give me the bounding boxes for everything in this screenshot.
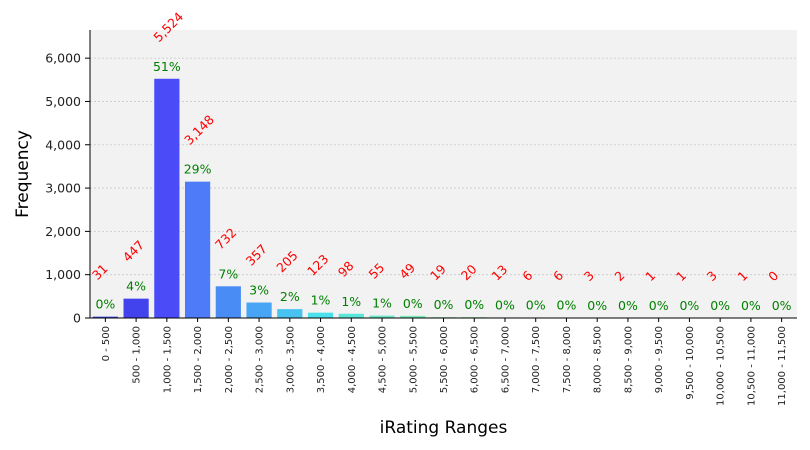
x-tick-label: 9,000 - 9,500 bbox=[654, 326, 665, 393]
percent-label: 0% bbox=[741, 298, 761, 313]
x-tick-label: 5,500 - 6,000 bbox=[439, 326, 450, 393]
x-tick-label: 3,000 - 3,500 bbox=[285, 326, 296, 393]
y-tick-label: 4,000 bbox=[45, 137, 81, 152]
percent-label: 1% bbox=[372, 296, 392, 311]
x-tick-label: 5,000 - 5,500 bbox=[408, 326, 419, 393]
bar bbox=[246, 302, 272, 318]
percent-label: 0% bbox=[587, 298, 607, 313]
percent-label: 3% bbox=[249, 283, 269, 298]
y-tick-label: 0 bbox=[73, 311, 81, 326]
bar bbox=[277, 309, 303, 318]
percent-label: 0% bbox=[618, 298, 638, 313]
percent-label: 0% bbox=[434, 297, 454, 312]
x-tick-label: 1,500 - 2,000 bbox=[193, 326, 204, 393]
x-tick-label: 7,500 - 8,000 bbox=[562, 326, 573, 393]
x-tick-label: 1,000 - 1,500 bbox=[162, 326, 173, 393]
bars bbox=[92, 78, 764, 319]
bar bbox=[369, 315, 395, 318]
y-axis-title: Frequency bbox=[13, 130, 33, 218]
x-tick-label: 4,000 - 4,500 bbox=[347, 326, 358, 393]
x-tick-label: 2,500 - 3,000 bbox=[255, 326, 266, 393]
percent-label: 2% bbox=[280, 289, 300, 304]
x-tick-label: 4,500 - 5,000 bbox=[378, 326, 389, 393]
bar bbox=[123, 298, 149, 318]
percent-label: 29% bbox=[184, 162, 212, 177]
x-tick-label: 2,000 - 2,500 bbox=[224, 326, 235, 393]
percent-label: 0% bbox=[710, 298, 730, 313]
axes: 0 1,000 2,000 3,000 4,000 5,000 6,000 0 - 500 50… bbox=[45, 30, 797, 406]
x-tick-label: 10,000 - 10,500 bbox=[716, 326, 727, 406]
x-tick-label: 7,000 - 7,500 bbox=[531, 326, 542, 393]
percent-label: 0% bbox=[557, 298, 577, 313]
percent-label: 7% bbox=[218, 266, 238, 281]
percent-label: 0% bbox=[464, 297, 484, 312]
x-tick-label: 0 - 500 bbox=[101, 326, 112, 361]
x-tick-label: 6,500 - 7,000 bbox=[500, 326, 511, 393]
y-tick-label: 3,000 bbox=[45, 181, 81, 196]
bar bbox=[215, 286, 241, 318]
y-tick-label: 2,000 bbox=[45, 224, 81, 239]
bar bbox=[307, 312, 334, 318]
percent-label: 1% bbox=[311, 293, 331, 308]
percent-label: 0% bbox=[649, 298, 669, 313]
x-tick-label: 6,000 - 6,500 bbox=[470, 326, 481, 393]
percent-label: 4% bbox=[126, 279, 146, 294]
percent-label: 0% bbox=[95, 297, 115, 312]
bar bbox=[92, 316, 118, 318]
bar bbox=[400, 315, 426, 318]
x-axis-title: iRating Ranges bbox=[380, 418, 508, 438]
percent-label: 0% bbox=[495, 297, 515, 312]
y-tick-label: 1,000 bbox=[45, 267, 81, 282]
percent-label: 0% bbox=[526, 298, 546, 313]
x-tick-label: 8,500 - 9,000 bbox=[623, 326, 634, 393]
x-tick-label: 8,000 - 8,500 bbox=[593, 326, 604, 393]
percent-label: 51% bbox=[153, 59, 181, 74]
x-tick-label: 9,500 - 10,000 bbox=[685, 326, 696, 400]
x-tick-label: 3,500 - 4,000 bbox=[316, 326, 327, 393]
percent-label: 0% bbox=[403, 296, 423, 311]
y-tick-label: 5,000 bbox=[45, 94, 81, 109]
percent-label: 0% bbox=[679, 298, 699, 313]
bar bbox=[338, 313, 364, 318]
x-tick-label: 11,000 - 11,500 bbox=[777, 326, 788, 406]
y-tick-label: 6,000 bbox=[45, 51, 81, 66]
x-tick-label: 10,500 - 11,000 bbox=[746, 326, 757, 406]
bar bbox=[184, 181, 211, 318]
percent-label: 0% bbox=[772, 298, 792, 313]
percent-label: 1% bbox=[341, 294, 361, 309]
bar bbox=[154, 78, 180, 319]
x-tick-label: 500 - 1,000 bbox=[132, 326, 143, 384]
